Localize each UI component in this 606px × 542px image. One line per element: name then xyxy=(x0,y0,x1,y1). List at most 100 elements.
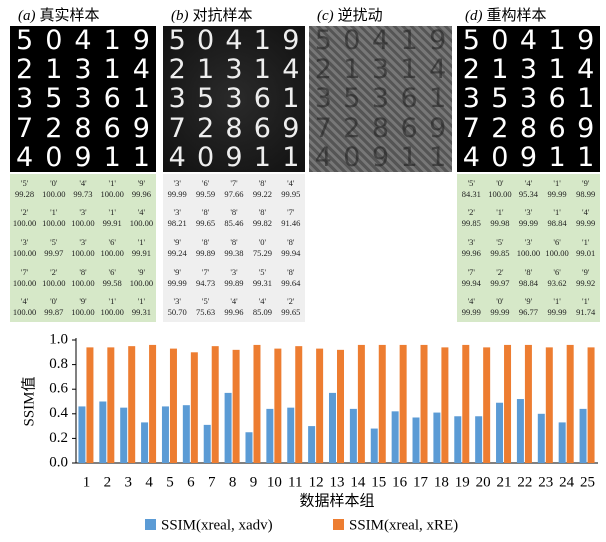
digit: 1 xyxy=(395,55,424,84)
bar xyxy=(107,347,114,463)
cell-label: '1' xyxy=(109,207,116,218)
bar xyxy=(308,426,315,463)
x-tick-label: 25 xyxy=(580,474,595,490)
cell-label: '1' xyxy=(582,237,589,248)
bar xyxy=(588,347,595,463)
cell-label: '5' xyxy=(468,178,475,189)
bar xyxy=(245,432,252,463)
cell-label: '9' xyxy=(525,296,532,307)
digit: 3 xyxy=(68,55,97,84)
cell-label: '8' xyxy=(259,178,266,189)
bar xyxy=(413,417,420,463)
table-cell: '4'99.96 xyxy=(220,292,248,322)
y-tick-label: 0.0 xyxy=(49,454,68,470)
cell-value: 100.00 xyxy=(130,218,153,229)
digit: 9 xyxy=(366,143,395,172)
cell-value: 100.00 xyxy=(42,218,65,229)
digit: 4 xyxy=(457,143,486,172)
table-cell: '7'94.73 xyxy=(191,263,219,293)
table-cell: '9'99.99 xyxy=(163,263,191,293)
table-cell: '8'99.22 xyxy=(248,174,276,204)
digit: 5 xyxy=(39,84,68,113)
digit: 6 xyxy=(395,114,424,143)
table-cell: '4'99.73 xyxy=(68,174,97,204)
table-cell: '3'99.89 xyxy=(220,263,248,293)
cell-label: '1' xyxy=(138,237,145,248)
cell-value: 100.00 xyxy=(517,248,540,259)
cell-label: '7' xyxy=(468,267,475,278)
bar xyxy=(580,409,587,463)
digit: 4 xyxy=(163,143,191,172)
table-cell: '2'99.85 xyxy=(457,204,486,234)
table-cell: '1'100.00 xyxy=(98,292,127,322)
digit: 9 xyxy=(514,143,543,172)
digit: 0 xyxy=(338,143,367,172)
bar xyxy=(433,413,440,463)
cell-value: 91.46 xyxy=(281,218,300,229)
cell-label: '1' xyxy=(553,207,560,218)
bar xyxy=(225,393,232,463)
cell-value: 99.99 xyxy=(519,218,538,229)
bar xyxy=(350,409,357,463)
digit: 2 xyxy=(10,55,39,84)
cell-label: '8' xyxy=(259,207,266,218)
cell-value: 94.73 xyxy=(196,278,215,289)
table-cell: '1'99.01 xyxy=(571,233,600,263)
cell-value: 100.00 xyxy=(545,248,568,259)
cell-label: '9' xyxy=(582,178,589,189)
cell-label: '6' xyxy=(202,178,209,189)
digit: 3 xyxy=(514,55,543,84)
cell-value: 99.65 xyxy=(281,307,300,318)
cell-label: '3' xyxy=(468,237,475,248)
digit: 6 xyxy=(543,114,572,143)
result-table: '5'99.28'0'100.00'4'99.73'1'100.00'9'99.… xyxy=(10,174,156,322)
panel-tag: (b) xyxy=(171,8,189,24)
x-tick-label: 21 xyxy=(497,474,512,490)
cell-label: '1' xyxy=(138,296,145,307)
bar xyxy=(287,408,294,463)
y-tick-label: 1.0 xyxy=(49,331,68,347)
x-tick-label: 8 xyxy=(229,474,237,490)
cell-label: '7' xyxy=(21,267,28,278)
cell-value: 99.22 xyxy=(253,189,272,200)
table-cell: '1'99.31 xyxy=(127,292,156,322)
cell-label: '2' xyxy=(287,296,294,307)
cell-label: '9' xyxy=(582,267,589,278)
cell-value: 99.73 xyxy=(73,189,92,200)
cell-value: 50.70 xyxy=(168,307,187,318)
x-tick-label: 24 xyxy=(559,474,575,490)
table-cell: '1'99.99 xyxy=(543,174,572,204)
x-tick-label: 20 xyxy=(476,474,491,490)
cell-value: 99.89 xyxy=(224,278,243,289)
x-tick-label: 13 xyxy=(330,474,345,490)
table-cell: '4'100.00 xyxy=(127,204,156,234)
digit: 5 xyxy=(338,84,367,113)
panel-name: 对抗样本 xyxy=(193,8,253,24)
cell-label: '4' xyxy=(21,296,28,307)
table-cell: '4'85.09 xyxy=(248,292,276,322)
table-cell: '8'100.00 xyxy=(68,263,97,293)
cell-value: 100.00 xyxy=(13,278,36,289)
x-tick-label: 6 xyxy=(187,474,195,490)
table-cell: '3'100.00 xyxy=(68,233,97,263)
table-cell: '5'99.31 xyxy=(248,263,276,293)
cell-label: '5' xyxy=(21,178,28,189)
cell-label: '3' xyxy=(79,207,86,218)
y-tick-label: 0.6 xyxy=(49,381,68,397)
cell-value: 100.00 xyxy=(42,278,65,289)
cell-value: 100.00 xyxy=(71,248,94,259)
bar xyxy=(266,409,273,463)
bar xyxy=(149,345,156,463)
digit: 5 xyxy=(10,26,39,55)
table-cell: '8'99.38 xyxy=(220,233,248,263)
cell-label: '8' xyxy=(79,267,86,278)
digit: 3 xyxy=(68,84,97,113)
digit: 1 xyxy=(98,55,127,84)
result-table: '5'84.31'0'100.00'4'95.34'1'99.99'9'98.9… xyxy=(457,174,600,322)
panel-title: (c)逆扰动 xyxy=(317,4,383,25)
cell-label: '8' xyxy=(230,237,237,248)
cell-label: '6' xyxy=(109,267,116,278)
digit: 9 xyxy=(127,114,156,143)
table-cell: '6'99.58 xyxy=(98,263,127,293)
cell-value: 96.77 xyxy=(519,307,538,318)
